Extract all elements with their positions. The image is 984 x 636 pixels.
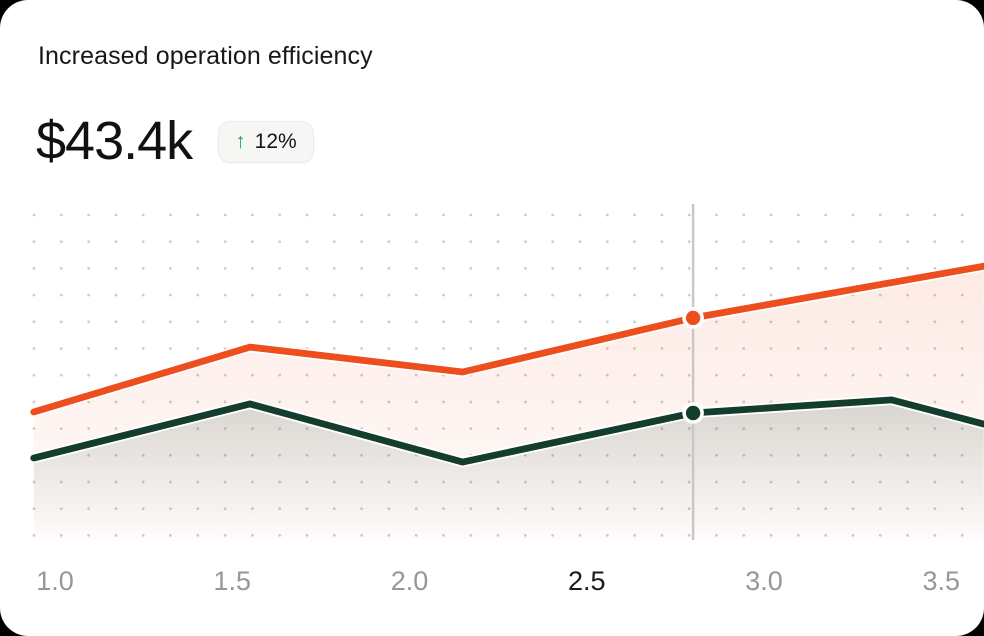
arrow-up-icon: ↑ [235,130,246,154]
x-tick-label: 1.0 [36,566,74,596]
metric-row: $43.4k ↑ 12% [36,111,314,171]
x-axis: 1.0 1.5 2.0 2.5 3.0 3.5 [0,566,984,606]
x-tick-label: 3.0 [745,566,783,596]
delta-value: 12% [254,129,297,153]
card-title: Increased operation efficiency [38,42,373,70]
highlight-marker-lower[interactable] [682,402,704,424]
x-tick-label: 3.5 [922,566,961,596]
x-tick-label: 1.5 [213,566,252,596]
metric-value: $43.4k [36,111,193,171]
series-area-lower [33,399,984,540]
delta-badge: ↑ 12% [218,120,314,163]
highlight-marker-upper[interactable] [682,307,704,329]
series-line-lower [30,396,984,466]
x-tick-label: 2.0 [390,566,429,596]
series-line-upper [30,262,984,416]
x-tick-label: 2.5 [567,566,606,596]
